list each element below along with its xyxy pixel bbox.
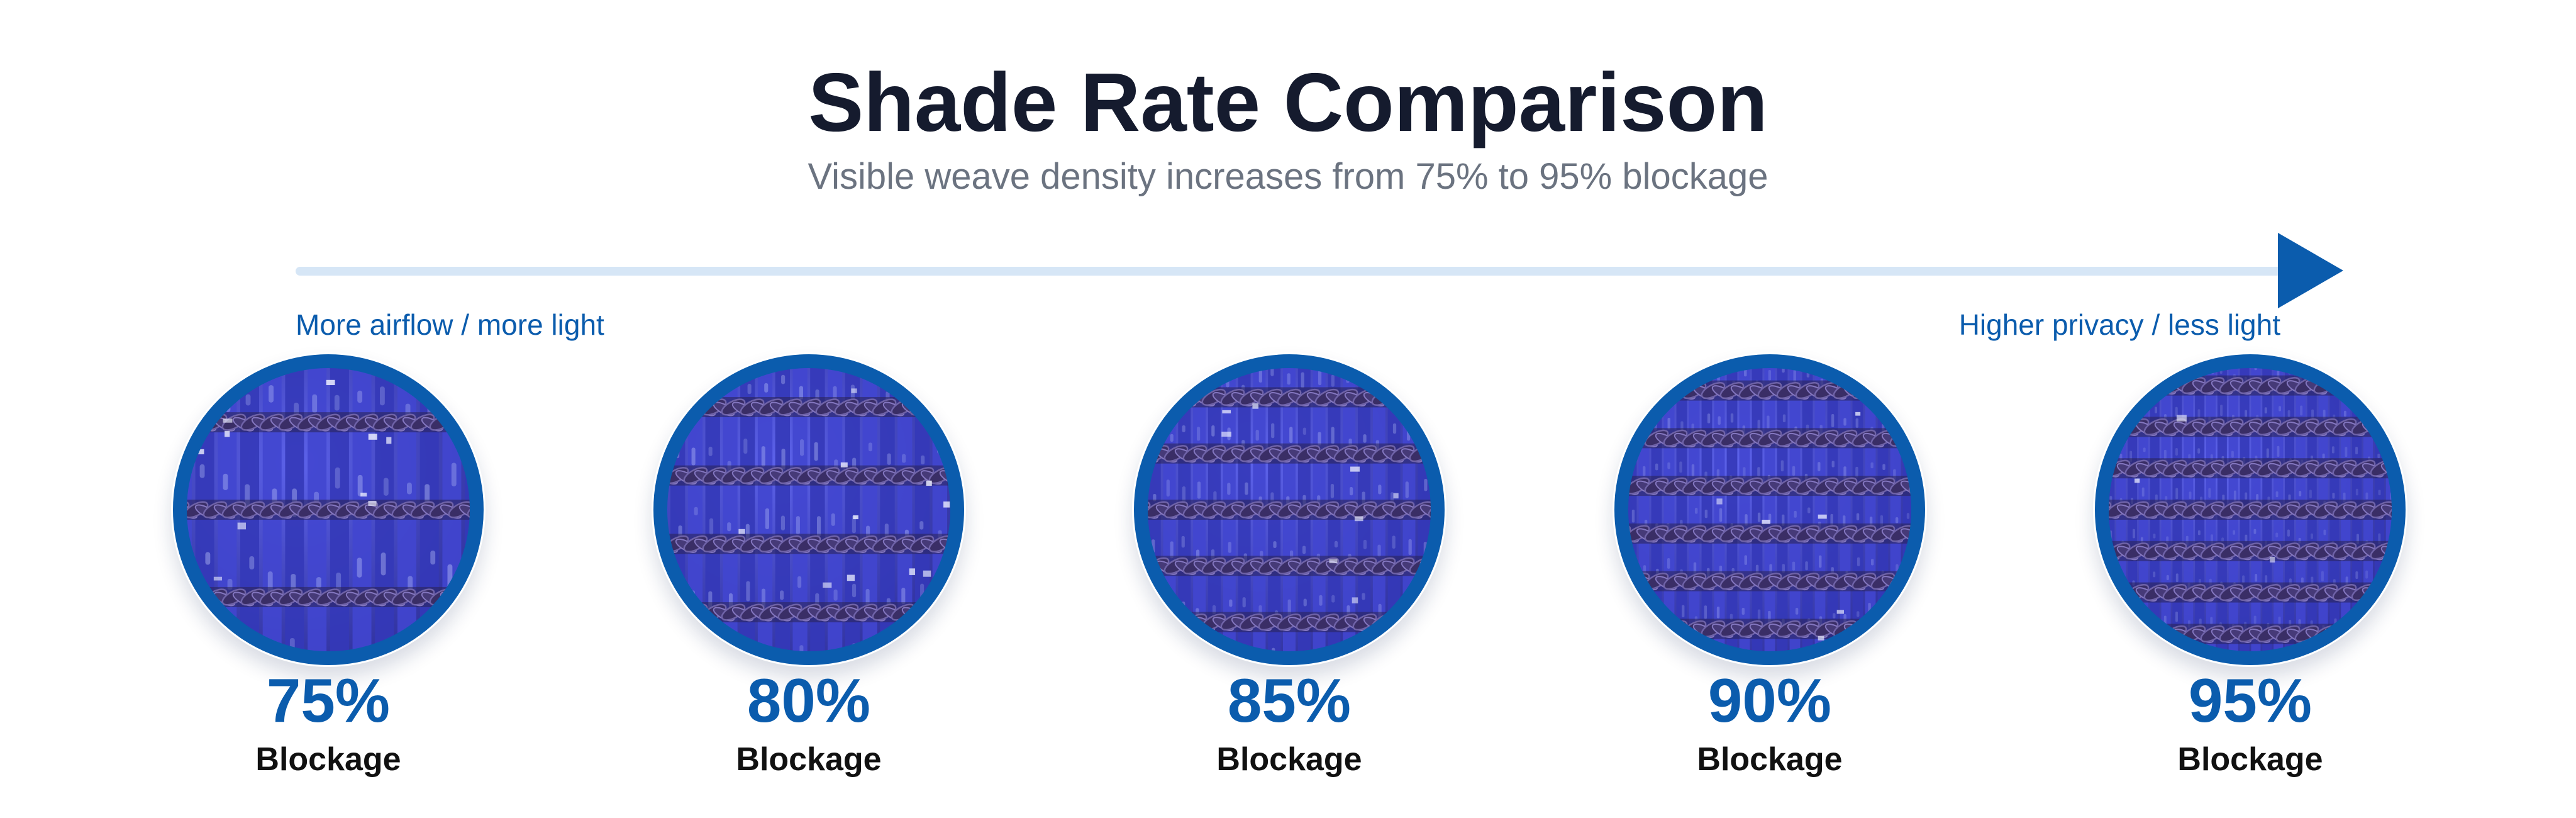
fabric-swatch-95: [2093, 352, 2407, 667]
shade-percent-95: 95%: [2188, 666, 2312, 735]
fabric-swatch-image: [2095, 354, 2406, 665]
fabric-swatch-90: [1613, 352, 1927, 667]
blockage-label-95: Blockage: [2177, 741, 2323, 778]
shade-percent-90: 90%: [1707, 666, 1832, 735]
fabric-swatch-image: [653, 354, 964, 665]
fabric-swatch-80: [652, 352, 966, 667]
fabric-swatch-image: [173, 354, 484, 665]
blockage-label-75: Blockage: [255, 741, 401, 778]
blockage-label-80: Blockage: [736, 741, 882, 778]
sample-75: 75% Blockage: [171, 352, 486, 780]
sample-90: 90% Blockage: [1613, 352, 1927, 780]
fabric-swatch-85: [1132, 352, 1446, 667]
sample-80: 80% Blockage: [652, 352, 966, 780]
page-title: Shade Rate Comparison: [808, 56, 1768, 148]
blockage-label-90: Blockage: [1697, 741, 1843, 778]
scale-label-left: More airflow / more light: [296, 308, 604, 341]
shade-percent-80: 80%: [747, 666, 871, 735]
scale-label-right: Higher privacy / less light: [1958, 308, 2280, 341]
density-scale-line: [296, 267, 2283, 276]
page-subtitle: Visible weave density increases from 75%…: [808, 156, 1768, 197]
blockage-label-85: Blockage: [1216, 741, 1362, 778]
sample-95: 95% Blockage: [2093, 352, 2407, 780]
fabric-swatch-75: [171, 352, 486, 667]
fabric-swatch-image: [1614, 354, 1925, 665]
fabric-swatch-image: [1134, 354, 1445, 665]
shade-percent-85: 85%: [1227, 666, 1352, 735]
shade-percent-75: 75%: [266, 666, 391, 735]
sample-85: 85% Blockage: [1132, 352, 1446, 780]
arrow-right-icon: [2278, 233, 2343, 308]
